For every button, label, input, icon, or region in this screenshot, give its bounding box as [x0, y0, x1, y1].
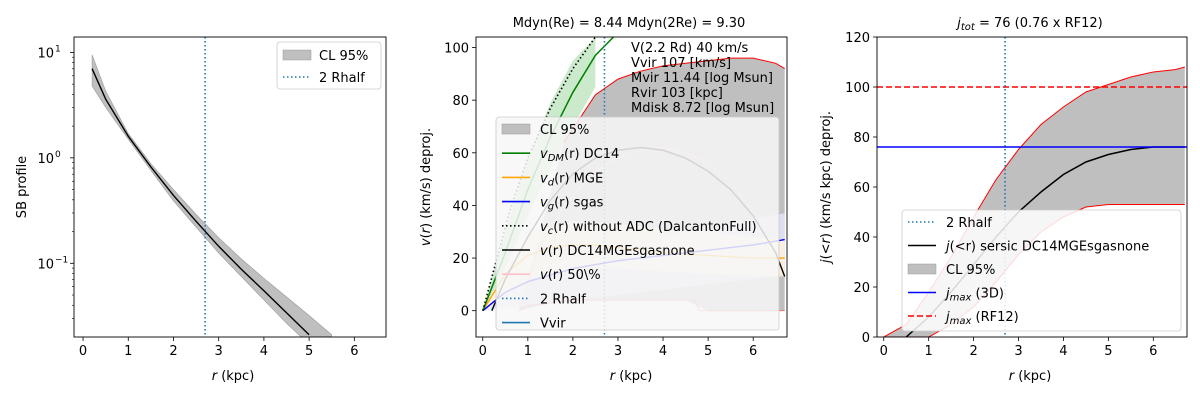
legend-label: CL 95%: [540, 123, 589, 138]
x-tick-label: 5: [704, 344, 712, 359]
angular-momentum-panel: jtot = 76 (0.76 x RF12) j(<r) (km/s kpc)…: [819, 16, 1188, 384]
x-tick-label: 5: [305, 344, 313, 359]
legend-label: 2 Rhalf: [319, 71, 365, 86]
y-tick-label: 0: [862, 331, 870, 346]
x-tick-label: 1: [124, 344, 132, 359]
y-tick-label: 120: [845, 31, 870, 46]
y-tick-label: 40: [853, 231, 870, 246]
y-tick-exponent: 0: [55, 150, 61, 160]
x-tick-label: 0: [79, 344, 87, 359]
x-tick-label: 3: [215, 344, 223, 359]
y-tick-label: 20: [853, 281, 870, 296]
ci-upper-line: [563, 57, 785, 143]
y-tick-label: 100: [845, 81, 870, 96]
x-tick-label: 2: [969, 344, 977, 359]
y-axis-label: SB profile: [15, 156, 30, 218]
legend-label: Vvir: [540, 317, 566, 332]
x-axis-label: r (kpc): [1009, 369, 1052, 384]
axes-frame: [73, 36, 387, 338]
y-tick-exponent: −1: [55, 255, 68, 265]
x-tick-label: 3: [614, 344, 622, 359]
y-axis-label: v(r) (km/s) deproj.: [419, 128, 434, 246]
legend-label: vg(r) sgas: [540, 196, 604, 213]
y-tick-label: 20: [452, 252, 469, 267]
panel-title: jtot = 76 (0.76 x RF12): [955, 16, 1103, 33]
annotation-text: Mdisk 8.72 [log Msun]: [631, 101, 774, 116]
y-tick-label: 10: [37, 46, 54, 61]
legend-label: jmax (RF12): [944, 310, 1019, 327]
y-tick-label: 40: [452, 199, 469, 214]
y-tick-label: 0: [461, 305, 469, 320]
x-axis-label: r (kpc): [212, 369, 255, 384]
x-tick-label: 1: [524, 344, 532, 359]
legend-label: j(<r) sersic DC14MGEsgasnone: [944, 240, 1149, 255]
x-tick-label: 0: [880, 344, 888, 359]
x-axis-label: r (kpc): [610, 369, 653, 384]
legend-swatch: [907, 263, 937, 275]
legend-label: v(r) 50\%: [540, 268, 601, 283]
plot-area: [91, 37, 332, 337]
legend-label: 2 Rhalf: [540, 292, 586, 307]
legend-label: jmax (3D): [944, 287, 1004, 304]
y-tick-label: 60: [853, 181, 870, 196]
legend-label: 2 Rhalf: [946, 216, 992, 231]
legend-box: [495, 116, 780, 331]
ci-band: [91, 54, 332, 337]
legend-label: v(r) DC14MGEsgasnone: [540, 244, 695, 259]
annotation-text: Vvir 107 [km/s]: [631, 56, 731, 71]
y-tick-label: 100: [444, 42, 469, 57]
legend-swatch: [501, 123, 531, 135]
x-tick-label: 0: [479, 344, 487, 359]
sb-profile-line: [91, 68, 310, 336]
x-tick-label: 5: [1104, 344, 1112, 359]
y-axis-label: j(<r) (km/s kpc) deproj.: [819, 111, 834, 265]
legend-label: CL 95%: [319, 49, 368, 64]
legend-box: [901, 209, 1182, 332]
legend-label: CL 95%: [946, 263, 995, 278]
legend-swatch: [282, 49, 312, 61]
panel-title: Mdyn(Re) = 8.44 Mdyn(2Re) = 9.30: [513, 16, 746, 31]
x-tick-label: 2: [569, 344, 577, 359]
velocity-panel: Mdyn(Re) = 8.44 Mdyn(2Re) = 9.30 v(r) (k…: [419, 16, 788, 384]
x-tick-label: 2: [169, 344, 177, 359]
x-tick-label: 3: [1014, 344, 1022, 359]
x-tick-label: 6: [350, 344, 358, 359]
legend-label: vDM(r) DC14: [540, 147, 619, 164]
y-tick-label: 80: [452, 94, 469, 109]
x-tick-label: 6: [749, 344, 757, 359]
x-tick-label: 4: [1059, 344, 1067, 359]
annotation-text: Mvir 11.44 [log Msun]: [631, 71, 773, 86]
panel-title-rest: = 76 (0.76 x RF12): [975, 16, 1103, 31]
legend-label: vc(r) without ADC (DalcantonFull): [540, 220, 757, 237]
x-tick-label: 6: [1149, 344, 1157, 359]
y-tick-label: 80: [853, 131, 870, 146]
y-tick-label: 10: [37, 152, 54, 167]
x-tick-label: 4: [659, 344, 667, 359]
y-tick-label: 60: [452, 147, 469, 162]
annotation-text: Rvir 103 [kpc]: [631, 86, 723, 101]
y-tick-label: 10: [37, 257, 54, 272]
annotation-text: V(2.2 Rd) 40 km/s: [631, 41, 749, 56]
x-tick-label: 4: [260, 344, 268, 359]
legend-label: vd(r) MGE: [540, 171, 603, 188]
y-tick-exponent: 1: [55, 44, 61, 54]
axes-frame: [475, 36, 788, 338]
x-tick-label: 1: [925, 344, 933, 359]
